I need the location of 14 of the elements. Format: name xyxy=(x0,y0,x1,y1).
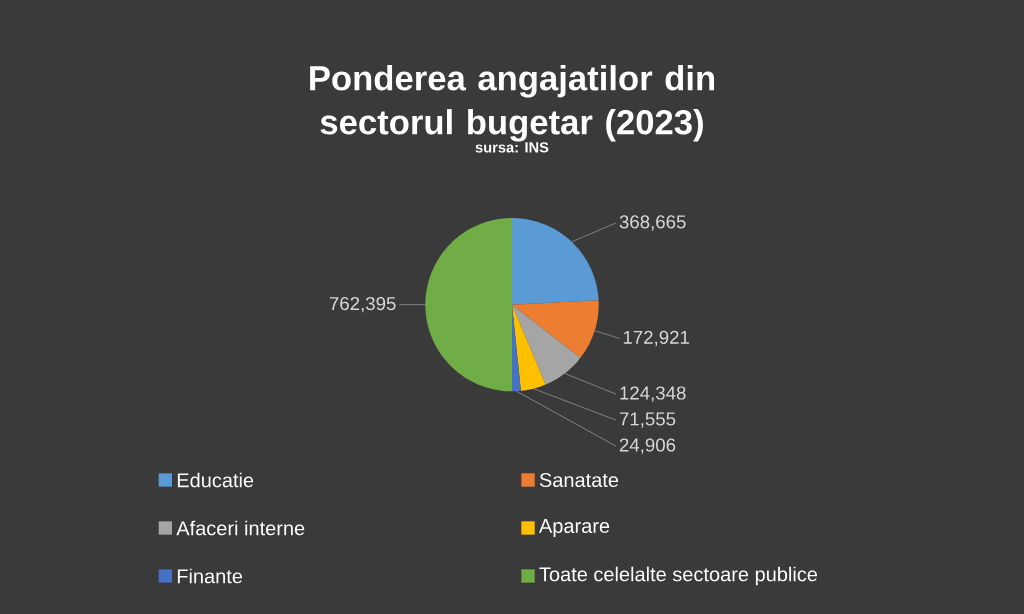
data-label: 172,921 xyxy=(623,330,689,347)
data-label: 24,906 xyxy=(619,438,676,454)
legend-label: Aparare xyxy=(538,519,610,537)
data-label: 368,665 xyxy=(619,215,686,231)
data-label: 762,395 xyxy=(329,296,396,313)
chart-subtitle: sursa: INS xyxy=(475,142,549,153)
data-label: 71,555 xyxy=(619,412,676,428)
legend-label: Sanatate xyxy=(539,472,619,488)
data-label: 124,348 xyxy=(620,386,686,402)
legend-label: Finante xyxy=(177,568,243,584)
chart-title: Ponderea angajatilor din sectorul bugetar (2023) xyxy=(310,65,715,142)
legend-label: Afaceri interne xyxy=(176,520,305,536)
legend-label: Educatie xyxy=(177,472,254,488)
legend-label: Toate celelalte sectoare publice xyxy=(539,566,818,586)
